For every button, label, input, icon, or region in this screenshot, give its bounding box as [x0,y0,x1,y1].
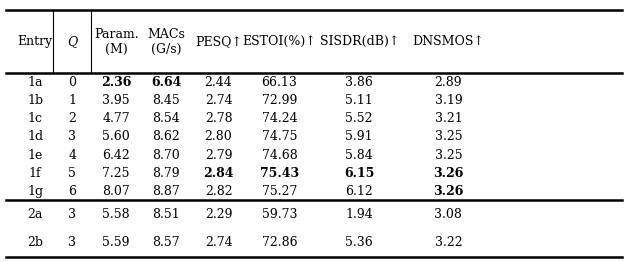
Text: 3.26: 3.26 [433,185,463,198]
Text: 3.08: 3.08 [435,208,462,221]
Text: 2.84: 2.84 [203,167,234,180]
Text: 1e: 1e [28,149,43,162]
Text: 2.82: 2.82 [205,185,232,198]
Text: 74.75: 74.75 [262,130,297,143]
Text: 5.84: 5.84 [345,149,373,162]
Text: Q: Q [67,35,77,48]
Text: 2.79: 2.79 [205,149,232,162]
Text: 0: 0 [68,76,76,89]
Text: 2.89: 2.89 [435,76,462,89]
Text: 3.25: 3.25 [435,130,462,143]
Text: 1a: 1a [28,76,43,89]
Text: Param.
(M): Param. (M) [94,28,139,56]
Text: 72.99: 72.99 [262,94,297,107]
Text: 3.25: 3.25 [435,149,462,162]
Text: 1c: 1c [28,112,43,125]
Text: 1b: 1b [27,94,43,107]
Text: 5.58: 5.58 [102,208,130,221]
Text: 8.70: 8.70 [153,149,180,162]
Text: 1g: 1g [27,185,43,198]
Text: 5.60: 5.60 [102,130,130,143]
Text: PESQ↑: PESQ↑ [195,35,242,48]
Text: 2.36: 2.36 [101,76,131,89]
Text: 2.74: 2.74 [205,94,232,107]
Text: 6.12: 6.12 [345,185,373,198]
Text: 74.24: 74.24 [262,112,297,125]
Text: 3: 3 [68,130,76,143]
Text: 3: 3 [68,236,76,249]
Text: 6.64: 6.64 [151,76,181,89]
Text: 3.86: 3.86 [345,76,373,89]
Text: 4: 4 [68,149,76,162]
Text: 3.26: 3.26 [433,167,463,180]
Text: 5.52: 5.52 [345,112,373,125]
Text: 1: 1 [68,94,76,107]
Text: 2.29: 2.29 [205,208,232,221]
Text: 8.45: 8.45 [153,94,180,107]
Text: 2.78: 2.78 [205,112,232,125]
Text: 5.11: 5.11 [345,94,373,107]
Text: 6.42: 6.42 [102,149,130,162]
Text: DNSMOS↑: DNSMOS↑ [413,35,484,48]
Text: 8.79: 8.79 [153,167,180,180]
Text: 1f: 1f [29,167,41,180]
Text: 8.51: 8.51 [153,208,180,221]
Text: 3.95: 3.95 [102,94,130,107]
Text: 1.94: 1.94 [345,208,373,221]
Text: 5: 5 [68,167,76,180]
Text: 2b: 2b [27,236,43,249]
Text: 5.36: 5.36 [345,236,373,249]
Text: 6: 6 [68,185,76,198]
Text: 3.21: 3.21 [435,112,462,125]
Text: 7.25: 7.25 [102,167,130,180]
Text: 74.68: 74.68 [262,149,297,162]
Text: 2: 2 [68,112,76,125]
Text: 2.74: 2.74 [205,236,232,249]
Text: 3.22: 3.22 [435,236,462,249]
Text: 75.43: 75.43 [260,167,299,180]
Text: 5.59: 5.59 [102,236,130,249]
Text: ESTOI(%)↑: ESTOI(%)↑ [242,35,317,48]
Text: Entry: Entry [18,35,53,48]
Text: 2.80: 2.80 [205,130,232,143]
Text: 3.19: 3.19 [435,94,462,107]
Text: 5.91: 5.91 [345,130,373,143]
Text: 3: 3 [68,208,76,221]
Text: MACs
(G/s): MACs (G/s) [148,28,185,56]
Text: 1d: 1d [27,130,43,143]
Text: 2.44: 2.44 [205,76,232,89]
Text: 8.87: 8.87 [153,185,180,198]
Text: 8.57: 8.57 [153,236,180,249]
Text: 2a: 2a [28,208,43,221]
Text: 72.86: 72.86 [262,236,297,249]
Text: 59.73: 59.73 [262,208,297,221]
Text: 6.15: 6.15 [344,167,374,180]
Text: SISDR(dB)↑: SISDR(dB)↑ [320,35,399,48]
Text: 8.54: 8.54 [153,112,180,125]
Text: 66.13: 66.13 [261,76,298,89]
Text: 8.07: 8.07 [102,185,130,198]
Text: 75.27: 75.27 [262,185,297,198]
Text: 8.62: 8.62 [153,130,180,143]
Text: 4.77: 4.77 [102,112,130,125]
